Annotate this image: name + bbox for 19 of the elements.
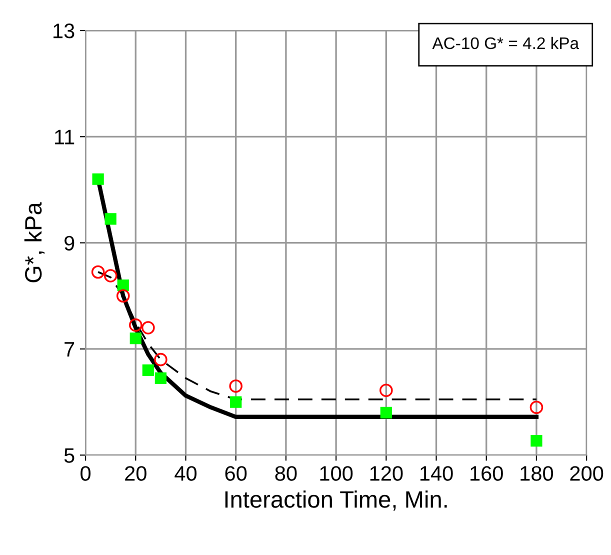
x-tick-label: 0 bbox=[80, 466, 91, 481]
y-tick-label: 7 bbox=[64, 342, 74, 357]
x-tick-label: 180 bbox=[520, 466, 554, 481]
x-tick-label: 100 bbox=[320, 466, 353, 481]
annotation: AC-10 G* = 4.2 kPa bbox=[432, 36, 580, 50]
x-tick-label: 140 bbox=[420, 466, 453, 481]
y-axis-title: G*, kPa bbox=[24, 202, 45, 282]
x-tick-label: 20 bbox=[125, 466, 146, 481]
y-tick-label: 9 bbox=[64, 236, 74, 251]
x-tick-label: 120 bbox=[370, 466, 403, 481]
y-tick-label: 5 bbox=[64, 448, 74, 463]
y-tick-label: 11 bbox=[55, 130, 74, 144]
x-tick-label: 60 bbox=[225, 466, 247, 481]
x-tick-label: 160 bbox=[470, 466, 503, 481]
x-tick-label: 200 bbox=[570, 466, 604, 481]
x-tick-label: 80 bbox=[275, 466, 297, 481]
x-tick-label: 40 bbox=[174, 466, 197, 481]
y-tick-label: 13 bbox=[54, 24, 74, 38]
x-axis-title: Interaction Time, Min. bbox=[225, 490, 447, 511]
